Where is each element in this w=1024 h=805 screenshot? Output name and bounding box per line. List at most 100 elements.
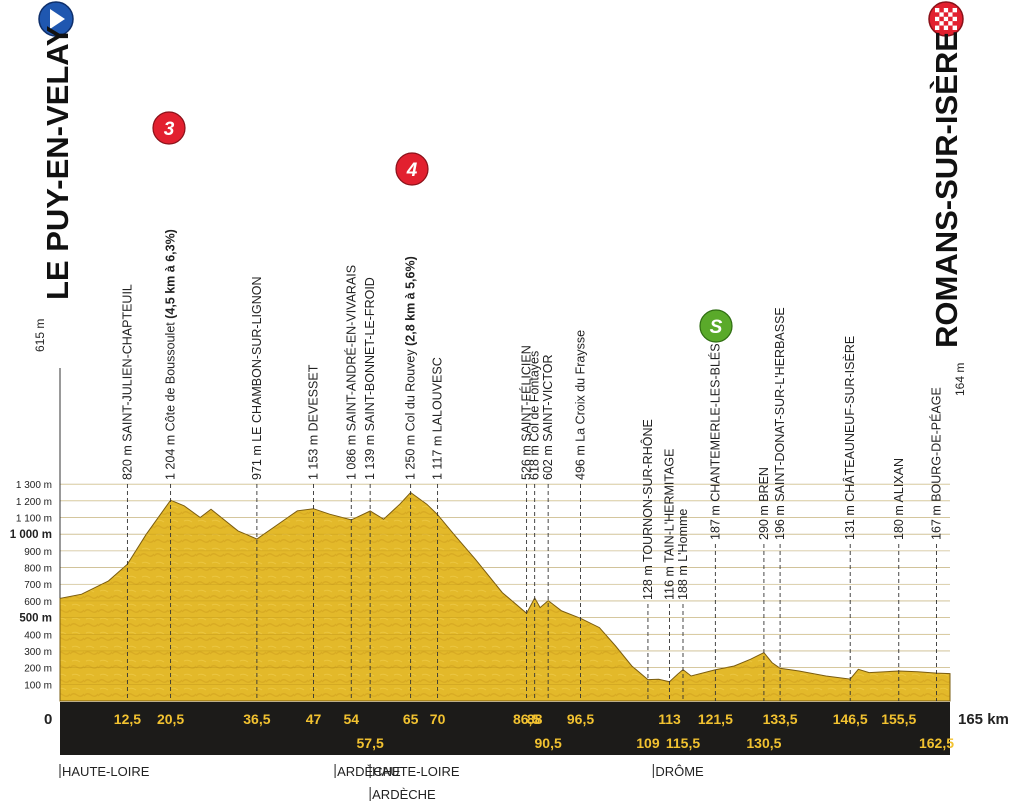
- checkered-flag-square: [948, 8, 953, 13]
- waypoint-label-part: 1 139 m SAINT-BONNET-LE-FROID: [363, 277, 377, 480]
- waypoint-label-part: 820 m SAINT-JULIEN-CHAPTEUIL: [120, 284, 134, 480]
- y-tick-label: 400 m: [24, 630, 52, 641]
- km-label: 96,5: [567, 711, 594, 727]
- km-label: 20,5: [157, 711, 184, 727]
- km-label: 115,5: [666, 735, 700, 751]
- waypoint-label-part: 971 m LE CHAMBON-SUR-LIGNON: [250, 276, 264, 480]
- km-label: 65: [403, 711, 419, 727]
- checkered-flag-square: [952, 25, 957, 30]
- waypoint-label-part: 128 m TOURNON-SUR-RHÔNE: [640, 419, 655, 600]
- start-town-name: LE PUY-EN-VELAY: [40, 25, 75, 300]
- checkered-flag-icon: [935, 8, 957, 30]
- km-label: 88: [527, 711, 543, 727]
- waypoint-label: 1 086 m SAINT-ANDRÉ-EN-VIVARAIS: [343, 265, 358, 480]
- finish-altitude: 164 m: [953, 363, 967, 396]
- waypoint-label-part: 116 m TAIN-L'HERMITAGE: [663, 449, 677, 601]
- start-altitude: 615 m: [33, 319, 47, 352]
- checkered-flag-square: [939, 12, 944, 17]
- km-label: 12,5: [114, 711, 141, 727]
- km-label: 113: [658, 711, 681, 727]
- waypoint-label: 526 m SAINT-FÉLICIEN: [519, 345, 534, 480]
- km-label: 130,5: [746, 735, 781, 751]
- waypoint-label-part: (2,8 km à 5,6%): [404, 256, 418, 346]
- km-label: 146,5: [833, 711, 868, 727]
- y-tick-label: 100 m: [24, 680, 52, 691]
- km-label: 86,5: [513, 711, 540, 727]
- checkered-flag-square: [952, 21, 957, 26]
- y-tick-label: 1 100 m: [16, 514, 52, 525]
- waypoint-label-part: 526 m SAINT-FÉLICIEN: [519, 345, 534, 480]
- sprint-badge: S: [699, 309, 733, 343]
- waypoint-label: 187 m CHANTEMERLE-LES-BLÉS: [707, 343, 722, 540]
- start-distance-label: 0: [44, 711, 52, 728]
- waypoint-label-part: 187 m CHANTEMERLE-LES-BLÉS: [707, 343, 722, 540]
- waypoint-label: 1 139 m SAINT-BONNET-LE-FROID: [363, 277, 377, 480]
- y-tick-label: 700 m: [24, 580, 52, 591]
- waypoint-label: 820 m SAINT-JULIEN-CHAPTEUIL: [120, 284, 134, 480]
- waypoint-label: 188 m L'Homme: [676, 509, 690, 600]
- waypoint-label: 128 m TOURNON-SUR-RHÔNE: [640, 419, 655, 600]
- km-label: 109: [636, 735, 660, 751]
- checkered-flag-square: [952, 16, 957, 22]
- elevation-area: [59, 491, 951, 702]
- start-marker: [38, 1, 74, 37]
- elevation-profile-path: [59, 491, 951, 702]
- waypoint-label-part: 180 m ALIXAN: [892, 458, 906, 540]
- waypoint-label: 131 m CHÂTEAUNEUF-SUR-ISÈRE: [842, 336, 857, 540]
- checkered-flag-square: [943, 21, 949, 26]
- checkered-flag-square: [935, 21, 940, 26]
- checkered-flag-square: [948, 12, 953, 17]
- y-tick-label: 800 m: [24, 564, 52, 575]
- finish-town-name: ROMANS-SUR-ISÈRE: [929, 31, 964, 348]
- waypoint-label-part: (4,5 km à 6,3%): [164, 229, 178, 319]
- checkered-flag-square: [939, 25, 944, 30]
- checkered-flag-square: [943, 12, 949, 17]
- checkered-flag-square: [952, 8, 957, 13]
- waypoint-label: 116 m TAIN-L'HERMITAGE: [663, 449, 677, 601]
- km-label: 54: [343, 711, 359, 727]
- checkered-flag-square: [939, 8, 944, 13]
- km-label: 90,5: [535, 735, 562, 751]
- waypoint-label: 167 m BOURG-DE-PÉAGE: [929, 387, 944, 540]
- region-label: DRÔME: [655, 764, 704, 779]
- checkered-flag-square: [943, 8, 949, 13]
- waypoint-label-part: 1 153 m DEVESSET: [307, 364, 321, 480]
- checkered-flag-square: [939, 16, 944, 22]
- waypoint-label-part: 1 086 m SAINT-ANDRÉ-EN-VIVARAIS: [343, 265, 358, 480]
- waypoint-label-part: 496 m La Croix du Fraysse: [574, 330, 588, 480]
- stage-distance-label: 165 km: [958, 711, 1009, 728]
- km-label: 121,5: [698, 711, 733, 727]
- checkered-flag-square: [935, 16, 940, 22]
- start-play-icon-triangle: [50, 9, 65, 29]
- region-label: ARDÈCHE: [372, 787, 436, 802]
- km-label: 36,5: [243, 711, 270, 727]
- waypoint-label: 496 m La Croix du Fraysse: [574, 330, 588, 480]
- km-label: 133,5: [763, 711, 798, 727]
- waypoint-label-part: 196 m SAINT-DONAT-SUR-L'HERBASSE: [773, 307, 787, 540]
- checkered-flag-square: [935, 8, 940, 13]
- region-label: ARDÈCHE: [337, 764, 401, 779]
- km-labels: 12,5 20,5 36,5 47 54 57,5 65 70 86,588 90,5 96,5 10…: [114, 711, 954, 751]
- waypoint-label: 1 117 m LALOUVESC: [431, 357, 445, 480]
- y-tick-label: 900 m: [24, 547, 52, 558]
- waypoint-leader-lines: [126, 484, 937, 701]
- km-label: 70: [430, 711, 446, 727]
- checkered-flag-square: [952, 12, 957, 17]
- checkered-flag-square: [943, 25, 949, 30]
- y-tick-label: 500 m: [19, 613, 52, 625]
- y-tick-label: 300 m: [24, 647, 52, 658]
- region-label: HAUTE-LOIRE: [62, 764, 150, 779]
- waypoint-label: 180 m ALIXAN: [892, 458, 906, 540]
- waypoint-label: 602 m SAINT-VICTOR: [541, 355, 555, 481]
- waypoint-label: 1 204 m Côte de Boussoulet (4,5 km à 6,3…: [164, 229, 178, 480]
- waypoint-label-part: 290 m BREN: [757, 467, 771, 540]
- climb-badge-cat-4: 4: [395, 152, 429, 186]
- checkered-flag-square: [939, 21, 944, 26]
- km-label: 162,5: [919, 735, 954, 751]
- checkered-flag-square: [943, 16, 949, 22]
- gridlines-overlay: [60, 483, 950, 685]
- y-tick-label: 600 m: [24, 597, 52, 608]
- waypoint-label: 971 m LE CHAMBON-SUR-LIGNON: [250, 276, 264, 480]
- y-tick-label: 1 000 m: [10, 529, 52, 541]
